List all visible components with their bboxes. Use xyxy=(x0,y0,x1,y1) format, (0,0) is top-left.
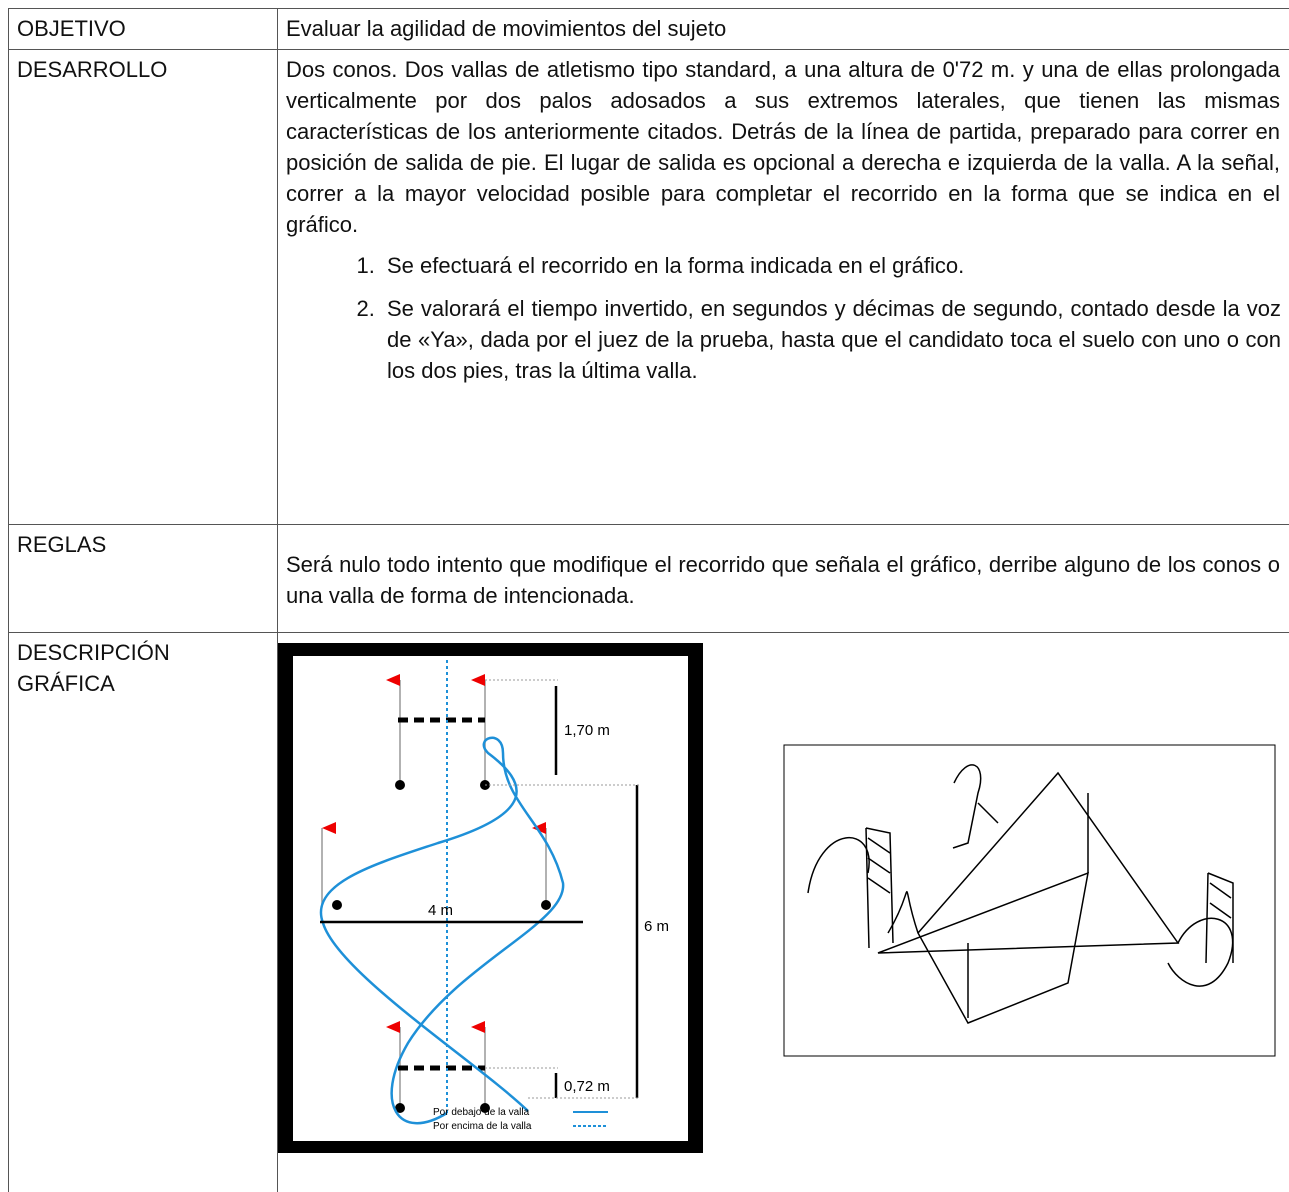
list: Se efectuará el recorrido en la forma in… xyxy=(286,250,1281,386)
text: Será nulo todo intento que modifique el … xyxy=(286,552,1280,608)
row-label: OBJETIVO xyxy=(8,8,278,50)
list-item: Se valorará el tiempo invertido, en segu… xyxy=(381,293,1281,386)
row-content xyxy=(277,632,1289,1192)
dimension: 4 m xyxy=(428,902,453,919)
text: Dos conos. Dos vallas de atletismo tipo … xyxy=(286,57,1280,237)
sketch xyxy=(783,744,1276,1057)
row-label: REGLAS xyxy=(8,524,278,633)
hurdles xyxy=(398,717,485,1071)
row-label: DESCRIPCIÓN GRÁFICA xyxy=(8,632,278,1192)
row-content: Será nulo todo intento que modifique el … xyxy=(277,524,1289,633)
flags xyxy=(322,674,546,1033)
row-label: DESARROLLO xyxy=(8,49,278,525)
dimension: 0,72 m xyxy=(564,1078,610,1095)
row-content: Dos conos. Dos vallas de atletismo tipo … xyxy=(277,49,1289,525)
row-content: Evaluar la agilidad de movimientos del s… xyxy=(277,8,1289,50)
legend-label: Por debajo de la valla xyxy=(433,1107,530,1118)
figures: 1,70 m 4 m 6 m 0,72 m Por debajo de la v… xyxy=(278,643,1276,1153)
legend-label: Por encima de la valla xyxy=(433,1121,532,1132)
cones xyxy=(332,780,551,1113)
list-item: Se efectuará el recorrido en la forma in… xyxy=(381,250,1281,281)
dimension: 6 m xyxy=(644,918,669,935)
dimension: 1,70 m xyxy=(564,722,610,739)
guides xyxy=(485,679,640,1099)
text: Evaluar la agilidad de movimientos del s… xyxy=(286,16,727,41)
sketch-lines xyxy=(807,764,1234,1024)
